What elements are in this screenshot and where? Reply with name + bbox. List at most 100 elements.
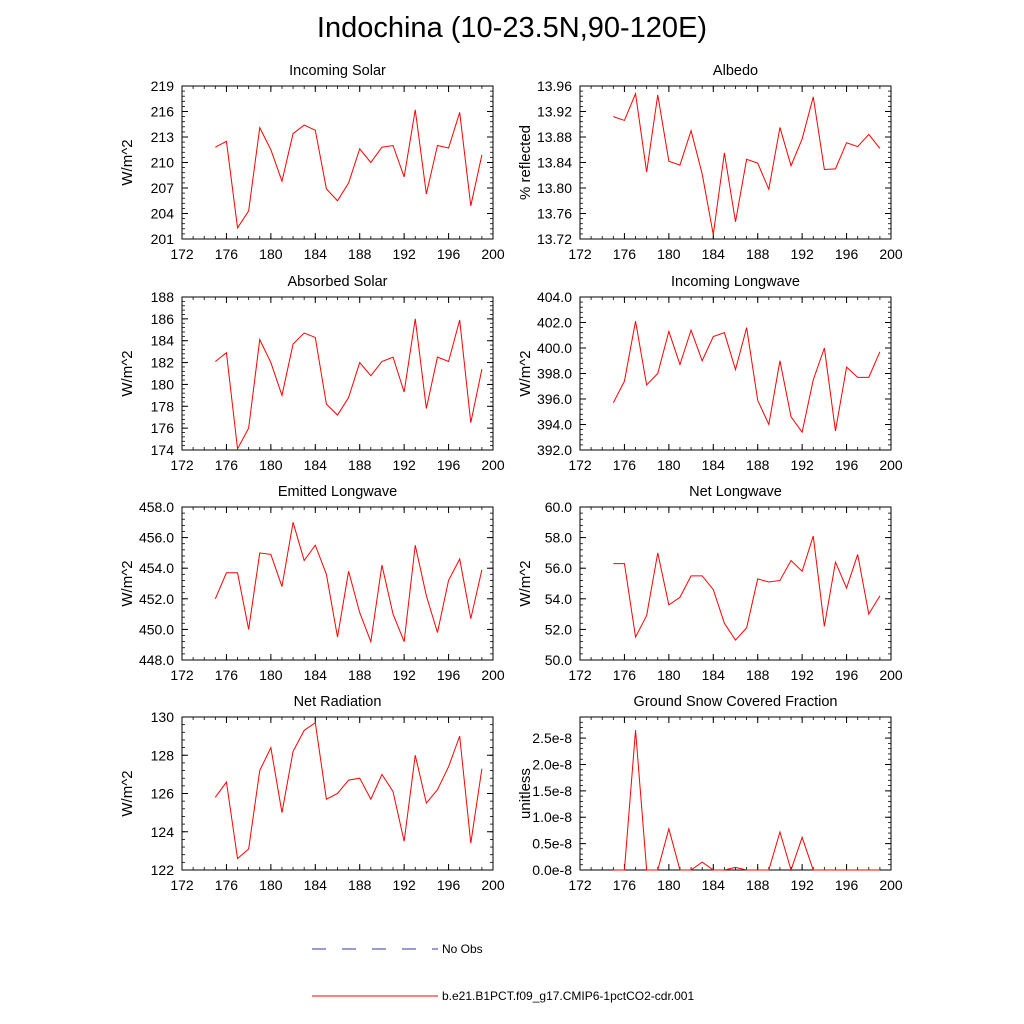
ground-snow-covered-fraction-xtick-label: 196	[835, 877, 859, 893]
emitted-longwave-ylabel: W/m^2	[119, 560, 136, 606]
incoming-solar-ytick-label: 210	[151, 155, 175, 171]
net-radiation-ytick-label: 124	[151, 824, 175, 840]
net-longwave-xtick-label: 200	[879, 667, 903, 683]
net-longwave-panel-title: Net Longwave	[689, 484, 782, 500]
ground-snow-covered-fraction-ytick-label: 2.5e-8	[532, 730, 572, 746]
incoming-solar-ytick-label: 207	[151, 180, 175, 196]
albedo-ytick-label: 13.84	[537, 155, 572, 171]
emitted-longwave-xtick-label: 184	[304, 667, 328, 683]
net-radiation-panel-title: Net Radiation	[294, 694, 382, 710]
incoming-solar-panel-title: Incoming Solar	[289, 63, 386, 79]
incoming-solar-ytick-label: 219	[151, 78, 175, 94]
ground-snow-covered-fraction-ytick-label: 0.5e-8	[532, 836, 572, 852]
incoming-longwave-xtick-label: 184	[702, 457, 726, 473]
net-longwave-ytick-label: 58.0	[545, 530, 572, 546]
absorbed-solar-ytick-label: 174	[151, 442, 175, 458]
absorbed-solar-xtick-label: 196	[437, 457, 461, 473]
absorbed-solar-ytick-label: 180	[151, 376, 175, 392]
absorbed-solar-ytick-label: 178	[151, 398, 175, 414]
incoming-solar-xtick-label: 180	[259, 246, 283, 262]
incoming-solar-series-line	[215, 109, 483, 230]
albedo-ytick-label: 13.76	[537, 206, 572, 222]
emitted-longwave-series-line	[214, 522, 483, 644]
ground-snow-covered-fraction-xtick-label: 188	[746, 877, 770, 893]
net-radiation-xtick-label: 180	[259, 877, 283, 893]
ground-snow-covered-fraction-ytick-label: 1.0e-8	[532, 809, 572, 825]
legend-label-1: No Obs	[442, 942, 483, 956]
incoming-solar-xtick-label: 184	[304, 246, 328, 262]
absorbed-solar-ytick-label: 188	[151, 289, 175, 305]
ground-snow-covered-fraction-xtick-label: 180	[657, 877, 681, 893]
net-longwave-xtick-label: 188	[746, 667, 770, 683]
albedo-panel-title: Albedo	[713, 63, 758, 79]
incoming-longwave-ytick-label: 392.0	[537, 442, 572, 458]
absorbed-solar-ylabel: W/m^2	[119, 350, 136, 396]
net-radiation-xtick-label: 192	[392, 877, 416, 893]
net-radiation-series-line	[214, 721, 483, 860]
ground-snow-covered-fraction-xtick-label: 200	[879, 877, 903, 893]
net-radiation-xtick-label: 188	[348, 877, 372, 893]
absorbed-solar-xtick-label: 200	[481, 457, 505, 473]
ground-snow-covered-fraction-xtick-label: 192	[790, 877, 814, 893]
incoming-solar-xtick-label: 192	[392, 246, 416, 262]
albedo-xtick-label: 172	[568, 246, 592, 262]
albedo-xtick-label: 196	[835, 246, 859, 262]
albedo-ytick-label: 13.96	[537, 78, 572, 94]
albedo-xtick-label: 180	[657, 246, 681, 262]
ground-snow-covered-fraction-ytick-label: 1.5e-8	[532, 783, 572, 799]
ground-snow-covered-fraction-xtick-label: 176	[613, 877, 637, 893]
albedo-ytick-label: 13.88	[537, 129, 572, 145]
ground-snow-covered-fraction-ytick-label: 0.0e-8	[532, 862, 572, 878]
albedo-ytick-label: 13.80	[537, 180, 572, 196]
incoming-longwave-xtick-label: 192	[790, 457, 814, 473]
ground-snow-covered-fraction-xtick-label: 184	[702, 877, 726, 893]
incoming-solar-ytick-label: 201	[151, 231, 175, 247]
emitted-longwave-xtick-label: 176	[215, 667, 239, 683]
incoming-solar-xtick-label: 200	[481, 246, 505, 262]
net-longwave-xtick-label: 184	[702, 667, 726, 683]
net-radiation-xtick-label: 196	[437, 877, 461, 893]
net-longwave-xtick-label: 180	[657, 667, 681, 683]
incoming-longwave-ytick-label: 402.0	[537, 315, 572, 331]
incoming-longwave-ylabel: W/m^2	[517, 350, 534, 396]
incoming-longwave-panel-title: Incoming Longwave	[671, 274, 800, 290]
net-longwave-ytick-label: 60.0	[545, 499, 572, 515]
net-longwave-xtick-label: 176	[613, 667, 637, 683]
incoming-solar-xtick-label: 188	[348, 246, 372, 262]
incoming-longwave-xtick-label: 188	[746, 457, 770, 473]
incoming-solar-ytick-label: 216	[151, 104, 175, 120]
incoming-solar-ytick-label: 204	[151, 206, 175, 222]
net-radiation-ylabel: W/m^2	[119, 770, 136, 816]
incoming-longwave-series-line	[612, 321, 881, 434]
emitted-longwave-xtick-label: 172	[170, 667, 194, 683]
emitted-longwave-xtick-label: 180	[259, 667, 283, 683]
incoming-solar-xtick-label: 196	[437, 246, 461, 262]
albedo-xtick-label: 188	[746, 246, 770, 262]
net-longwave-xtick-label: 192	[790, 667, 814, 683]
albedo-series-line	[613, 91, 881, 235]
net-longwave-ytick-label: 56.0	[545, 560, 572, 576]
net-longwave-xtick-label: 196	[835, 667, 859, 683]
net-longwave-series-line	[613, 535, 881, 641]
absorbed-solar-ytick-label: 184	[151, 333, 175, 349]
absorbed-solar-xtick-label: 180	[259, 457, 283, 473]
ground-snow-covered-fraction-series-line	[613, 730, 880, 872]
ground-snow-covered-fraction-xtick-label: 172	[568, 877, 592, 893]
incoming-longwave-ytick-label: 394.0	[537, 417, 572, 433]
albedo-xtick-label: 184	[702, 246, 726, 262]
incoming-longwave-xtick-label: 172	[568, 457, 592, 473]
net-radiation-ytick-label: 126	[151, 786, 175, 802]
albedo-xtick-label: 176	[613, 246, 637, 262]
incoming-longwave-xtick-label: 176	[613, 457, 637, 473]
incoming-solar-ytick-label: 213	[151, 129, 175, 145]
incoming-longwave-ytick-label: 396.0	[537, 391, 572, 407]
absorbed-solar-series-line	[215, 318, 483, 451]
ground-snow-covered-fraction-ylabel: unitless	[517, 768, 534, 819]
emitted-longwave-ytick-label: 448.0	[139, 652, 174, 668]
emitted-longwave-ytick-label: 452.0	[139, 591, 174, 607]
albedo-plot-frame	[579, 85, 892, 240]
net-radiation-ytick-label: 128	[151, 747, 175, 763]
absorbed-solar-xtick-label: 172	[170, 457, 194, 473]
net-radiation-ytick-label: 122	[151, 862, 175, 878]
